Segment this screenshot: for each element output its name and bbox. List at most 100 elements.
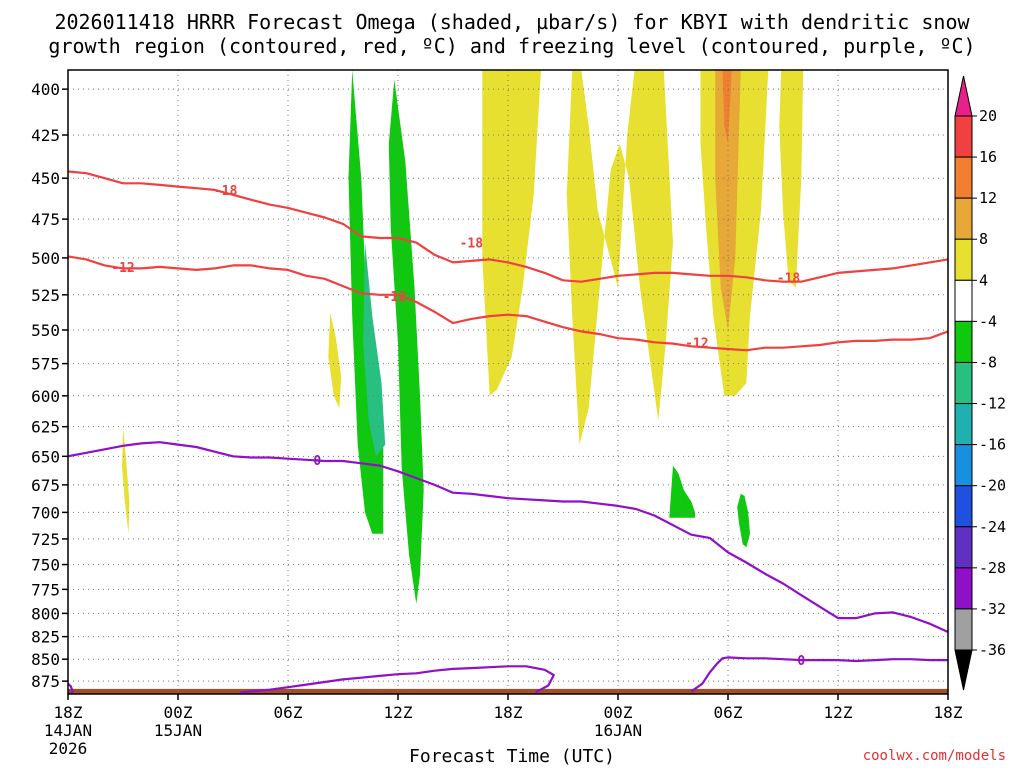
y-tick-label: 450 — [31, 169, 60, 188]
colorbar-label: -16 — [979, 436, 1006, 454]
contour-line-5 — [68, 682, 74, 694]
contour-line-2 — [68, 441, 948, 634]
colorbar-label: 12 — [979, 189, 997, 207]
chart-title-line-1: 2026011418 HRRR Forecast Omega (shaded, … — [54, 10, 970, 34]
x-tick-label: 00Z — [164, 703, 193, 722]
y-tick-label: 875 — [31, 672, 60, 691]
colorbar-band — [954, 156, 973, 199]
colorbar-label: -4 — [979, 312, 997, 330]
colorbar-band — [954, 238, 973, 281]
y-tick-label: 725 — [31, 530, 60, 549]
terrain-fill — [68, 688, 948, 694]
omega-region-8 — [779, 70, 804, 288]
y-axis: 400 425 450 475 500 525 550 575 600 625 650 675 700 7… — [31, 80, 68, 691]
colorbar-bottom-triangle — [954, 649, 973, 691]
gridlines — [68, 70, 948, 694]
colorbar-label: 20 — [979, 107, 997, 125]
y-tick-label: 775 — [31, 580, 60, 599]
x-tick-date-label: 16JAN — [594, 721, 642, 740]
x-tick-label: 06Z — [274, 703, 303, 722]
y-tick-label: 825 — [31, 628, 60, 647]
y-tick-label: 650 — [31, 447, 60, 466]
y-tick-label: 575 — [31, 355, 60, 374]
colorbar-band — [954, 526, 973, 569]
omega-region-12 — [737, 493, 750, 548]
y-tick-label: 600 — [31, 387, 60, 406]
x-tick-date-label: 15JAN — [154, 721, 202, 740]
contour-label: 0 — [797, 654, 805, 669]
x-tick-label: 12Z — [384, 703, 413, 722]
contour-labels: -18 -18 -18 -12 -12 -12 0 0 — [111, 184, 805, 669]
colorbar-label: -32 — [979, 600, 1006, 618]
colorbar-band — [954, 608, 973, 651]
colorbar-band — [954, 197, 973, 240]
x-tick-label: 00Z — [604, 703, 633, 722]
contour-label: -18 — [777, 271, 801, 286]
colorbar-label: 4 — [979, 271, 988, 289]
omega-region-2 — [388, 79, 424, 604]
colorbar-label: -28 — [979, 559, 1006, 577]
contour-label: 0 — [313, 454, 321, 469]
y-tick-label: 400 — [31, 80, 60, 99]
y-tick-label: 800 — [31, 604, 60, 623]
y-tick-label: 625 — [31, 418, 60, 437]
y-tick-label: 550 — [31, 321, 60, 340]
x-tick-date-label: 2026 — [49, 739, 88, 758]
y-tick-label: 675 — [31, 476, 60, 495]
omega-region-7 — [722, 70, 732, 144]
omega-region-4 — [566, 70, 673, 445]
colorbar-label: -36 — [979, 641, 1006, 659]
contour-line-4 — [690, 656, 948, 693]
x-tick-label: 18Z — [934, 703, 963, 722]
omega-region-11 — [669, 465, 695, 518]
colorbar-band — [954, 403, 973, 446]
contour-label: -12 — [383, 290, 406, 305]
colorbar-band — [954, 115, 973, 158]
y-tick-label: 850 — [31, 650, 60, 669]
colorbar-label: 8 — [979, 230, 988, 248]
colorbar-top-triangle — [954, 75, 973, 117]
contour-label: -12 — [685, 336, 708, 351]
contour-line-3 — [240, 665, 555, 694]
colorbar-band — [954, 444, 973, 487]
colorbar-band — [954, 320, 973, 363]
contour-line-1 — [68, 255, 948, 352]
x-tick-date-label: 14JAN — [44, 721, 92, 740]
y-tick-label: 500 — [31, 249, 60, 268]
y-tick-label: 700 — [31, 503, 60, 522]
y-tick-label: 525 — [31, 286, 60, 305]
colorbar-label: -20 — [979, 477, 1006, 495]
contour-line-0 — [68, 170, 948, 283]
colorbar-label: 16 — [979, 148, 997, 166]
contour-label: -18 — [214, 184, 238, 199]
y-tick-label: 475 — [31, 210, 60, 229]
contour-label: -12 — [111, 261, 134, 276]
colorbar-band — [954, 567, 973, 610]
omega-region-3 — [482, 70, 541, 396]
x-tick-label: 18Z — [494, 703, 523, 722]
contours — [68, 170, 948, 694]
colorbar: 20 16 12 8 4 -4 -8 -12 -16 -20 -24 -28 -32 -36 — [954, 75, 1006, 691]
omega-shading — [122, 70, 804, 604]
omega-region-1 — [363, 242, 386, 457]
omega-region-9 — [328, 313, 342, 409]
y-tick-label: 425 — [31, 126, 60, 145]
credit-text[interactable]: coolwx.com/models — [862, 748, 1006, 764]
x-tick-label: 06Z — [714, 703, 743, 722]
x-tick-label: 12Z — [824, 703, 853, 722]
x-tick-label: 18Z — [54, 703, 83, 722]
y-tick-label: 750 — [31, 556, 60, 575]
x-axis-label: Forecast Time (UTC) — [409, 746, 615, 767]
omega-region-10 — [122, 426, 130, 534]
colorbar-band — [954, 485, 973, 528]
colorbar-label: -8 — [979, 353, 997, 371]
contour-label: -18 — [460, 237, 484, 252]
colorbar-label: -24 — [979, 518, 1006, 536]
colorbar-band — [954, 361, 973, 405]
chart-title-line-2: growth region (contoured, red, ºC) and f… — [48, 34, 976, 58]
colorbar-label: -12 — [979, 395, 1006, 413]
colorbar-band — [954, 279, 973, 322]
terrain — [68, 688, 948, 694]
